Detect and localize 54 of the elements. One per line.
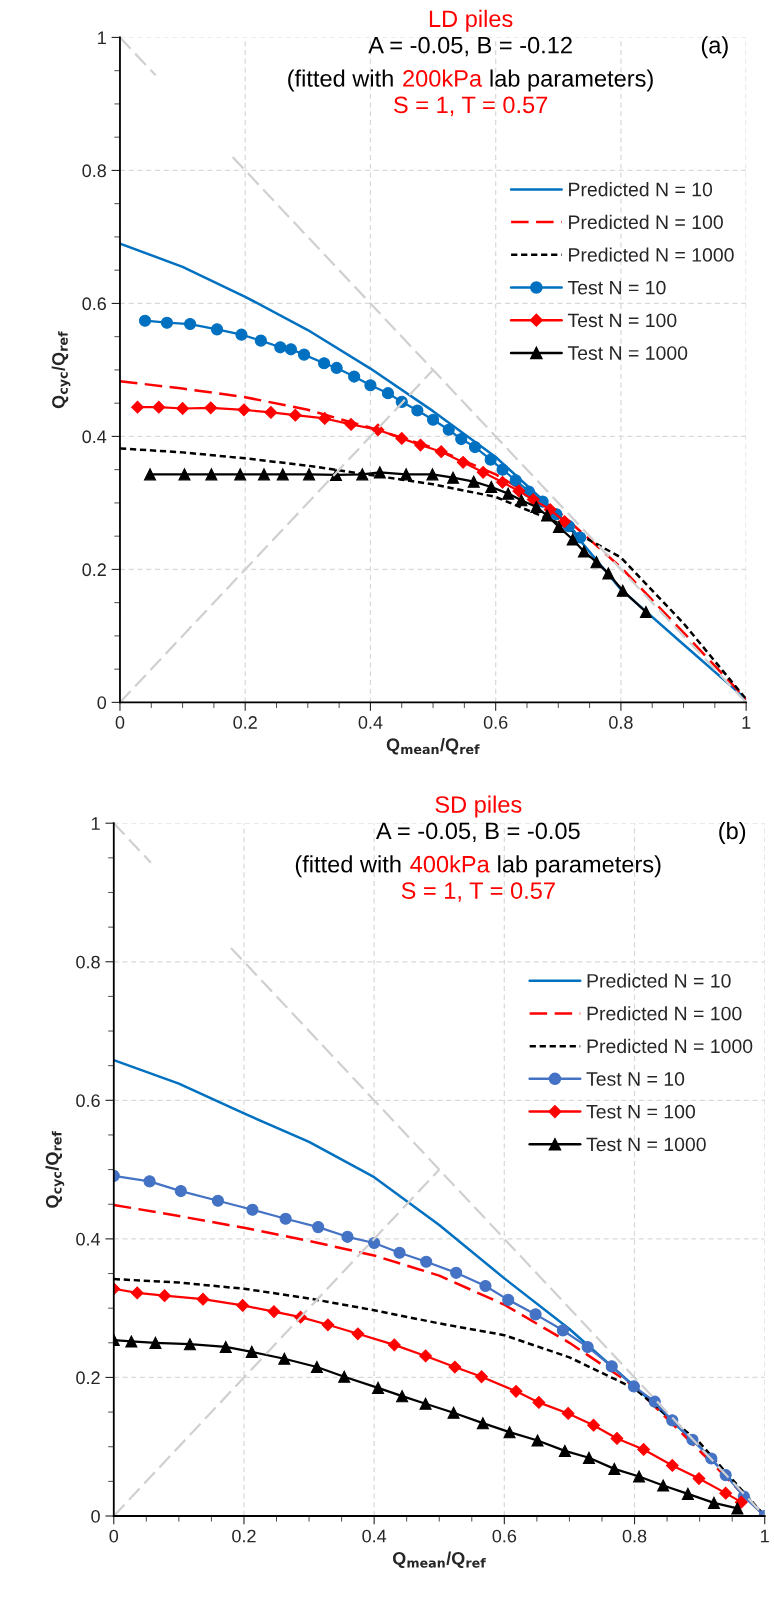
y-tick-label: 0: [97, 696, 107, 710]
y-tick-label: 0.4: [76, 1232, 101, 1246]
x-tick-label: 0: [115, 716, 125, 729]
annotation: lab parameters): [498, 855, 661, 878]
x-tick-label: 0.2: [232, 1529, 256, 1543]
legend-label: Test N = 10: [586, 1072, 685, 1086]
legend-label: Test N = 10: [567, 280, 666, 295]
annotation: 200kPa: [403, 69, 483, 87]
annotation: (fitted with: [288, 69, 393, 92]
y-tick-label: 0.4: [82, 430, 107, 444]
chart-title: SD piles: [435, 795, 522, 818]
legend-label: Test N = 100: [586, 1104, 695, 1119]
y-axis-title: Q$_{cyc}$/Q$_{ref}$: [45, 1131, 65, 1208]
x-tick-label: 0.4: [358, 716, 383, 729]
legend-label: Test N = 1000: [586, 1137, 706, 1152]
annotation: 400kPa: [410, 855, 490, 873]
x-tick-label: 1: [742, 716, 751, 729]
y-tick-label: 1: [98, 31, 106, 44]
annotation: S = 1, T = 0.57: [394, 96, 548, 117]
y-tick-label: 0.2: [82, 563, 106, 577]
x-tick-label: 0: [109, 1529, 119, 1543]
y-tick-label: 0.8: [82, 164, 106, 178]
y-tick-label: 1: [91, 817, 100, 830]
x-tick-label: 0.4: [362, 1529, 387, 1543]
legend-label: Predicted N = 10: [569, 182, 713, 197]
legend-label: Test N = 1000: [567, 346, 688, 360]
legend-label: Predicted N = 100: [587, 1006, 742, 1021]
annotation: (fitted with: [295, 855, 401, 878]
y-tick-label: 0.6: [82, 297, 106, 311]
y-axis-title: Q$_{cyc}$/Q$_{ref}$: [51, 331, 71, 409]
x-tick-label: 0.6: [492, 1529, 517, 1543]
y-tick-label: 0.2: [76, 1371, 100, 1385]
legend-label: Predicted N = 100: [569, 214, 723, 230]
chart-subtitle: A = -0.05, B = -0.12: [368, 36, 572, 57]
annotation: lab parameters): [490, 69, 653, 92]
chart-title: LD piles: [429, 9, 513, 32]
y-tick-label: 0: [91, 1509, 100, 1523]
x-tick-label: 0.8: [622, 1529, 647, 1543]
x-axis-title: Q$_{mean}$/Q$_{ref}$: [392, 1551, 486, 1569]
y-tick-label: 0.6: [76, 1094, 100, 1108]
legend-label: Predicted N = 1000: [587, 1038, 753, 1054]
chart-subtitle: A = -0.05, B = -0.05: [375, 822, 580, 843]
x-tick-label: 1: [761, 1529, 769, 1543]
legend-label: Predicted N = 10: [587, 973, 731, 988]
annotation: (b): [719, 821, 746, 844]
x-axis-title: Q$_{mean}$/Q$_{ref}$: [386, 737, 480, 755]
legend-label: Test N = 100: [567, 313, 677, 328]
x-tick-label: 0.8: [609, 716, 633, 729]
legend-label: Predicted N = 1000: [569, 247, 734, 262]
annotation: (a): [701, 36, 728, 59]
y-tick-label: 0.8: [76, 955, 100, 969]
x-tick-label: 0.2: [233, 716, 257, 729]
annotation: S = 1, T = 0.57: [401, 882, 555, 902]
x-tick-label: 0.6: [483, 716, 508, 729]
